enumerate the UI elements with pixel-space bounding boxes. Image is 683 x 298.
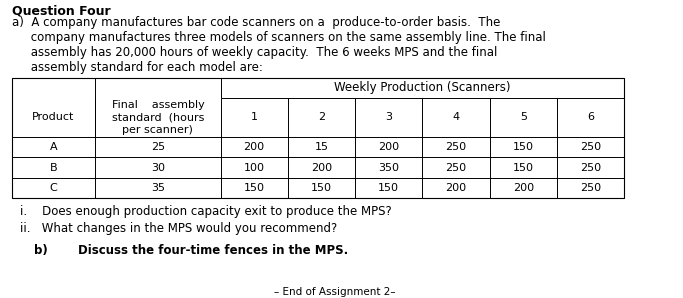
Text: 2: 2 xyxy=(318,112,325,122)
Text: Weekly Production (Scanners): Weekly Production (Scanners) xyxy=(334,81,511,94)
Text: 30: 30 xyxy=(151,162,165,173)
Text: company manufactures three models of scanners on the same assembly line. The fin: company manufactures three models of sca… xyxy=(12,31,546,44)
Text: Question Four: Question Four xyxy=(12,5,111,18)
Text: B: B xyxy=(50,162,57,173)
Text: A: A xyxy=(50,142,57,152)
Text: 150: 150 xyxy=(311,183,332,193)
Text: 6: 6 xyxy=(587,112,594,122)
Text: 350: 350 xyxy=(378,162,399,173)
Text: Product: Product xyxy=(32,112,74,122)
Text: 150: 150 xyxy=(244,183,264,193)
Text: a)  A company manufactures bar code scanners on a  produce-to-order basis.  The: a) A company manufactures bar code scann… xyxy=(12,15,500,29)
Text: Final    assembly
standard  (hours
per scanner): Final assembly standard (hours per scann… xyxy=(111,100,204,135)
Bar xyxy=(12,78,624,198)
Text: – End of Assignment 2–: – End of Assignment 2– xyxy=(274,287,395,297)
Text: 3: 3 xyxy=(385,112,392,122)
Text: 4: 4 xyxy=(452,112,460,122)
Text: i.    Does enough production capacity exit to produce the MPS?: i. Does enough production capacity exit … xyxy=(20,205,391,218)
Text: assembly standard for each model are:: assembly standard for each model are: xyxy=(12,61,263,74)
Text: 250: 250 xyxy=(580,162,601,173)
Text: 150: 150 xyxy=(513,162,533,173)
Text: 200: 200 xyxy=(244,142,265,152)
Text: 250: 250 xyxy=(580,142,601,152)
Text: 200: 200 xyxy=(513,183,533,193)
Text: assembly has 20,000 hours of weekly capacity.  The 6 weeks MPS and the final: assembly has 20,000 hours of weekly capa… xyxy=(12,46,497,59)
Text: 15: 15 xyxy=(314,142,329,152)
Text: 250: 250 xyxy=(445,162,466,173)
Text: 35: 35 xyxy=(151,183,165,193)
Text: 1: 1 xyxy=(251,112,257,122)
Text: 200: 200 xyxy=(311,162,332,173)
Text: C: C xyxy=(50,183,57,193)
Text: 5: 5 xyxy=(520,112,527,122)
Text: 25: 25 xyxy=(151,142,165,152)
Text: 150: 150 xyxy=(513,142,533,152)
Text: 200: 200 xyxy=(445,183,466,193)
Text: 150: 150 xyxy=(378,183,399,193)
Text: ii.   What changes in the MPS would you recommend?: ii. What changes in the MPS would you re… xyxy=(20,222,337,235)
Text: 100: 100 xyxy=(244,162,264,173)
Text: 200: 200 xyxy=(378,142,400,152)
Text: Discuss the four-time fences in the MPS.: Discuss the four-time fences in the MPS. xyxy=(79,244,348,257)
Text: b): b) xyxy=(34,244,48,257)
Text: 250: 250 xyxy=(445,142,466,152)
Text: 250: 250 xyxy=(580,183,601,193)
